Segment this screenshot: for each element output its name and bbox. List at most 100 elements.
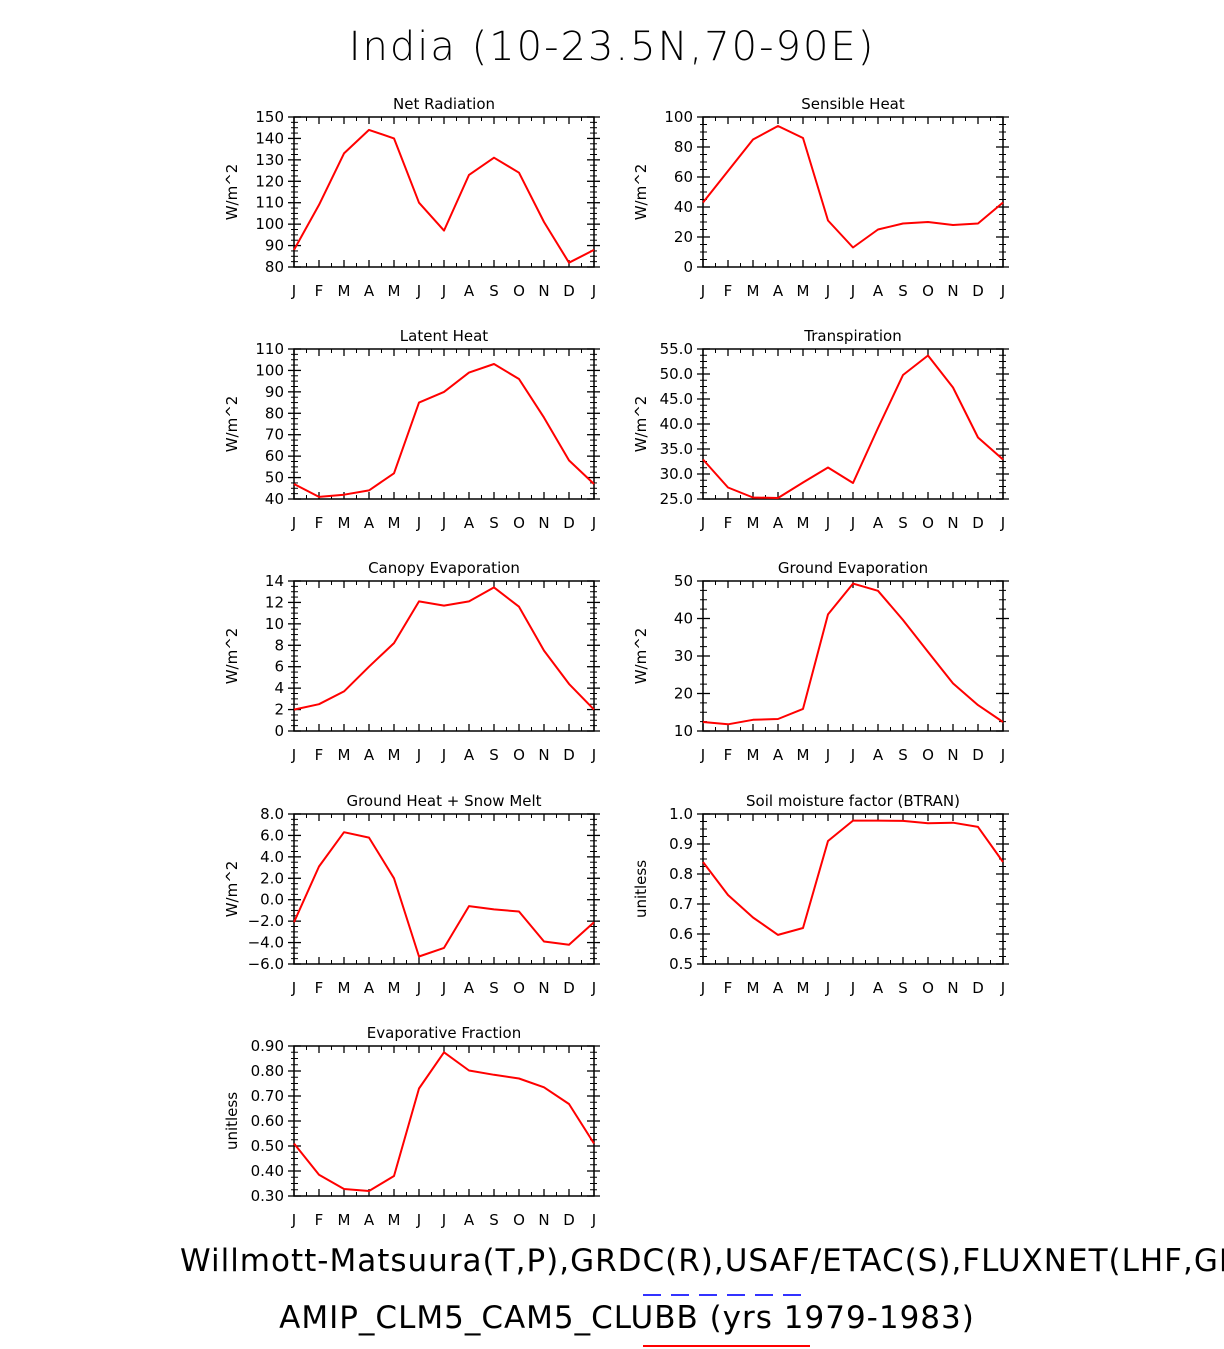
- x-tick-label: J: [291, 746, 296, 764]
- x-tick-label: M: [388, 282, 401, 300]
- y-axis-label: unitless: [632, 860, 650, 918]
- plot-title: Canopy Evaporation: [368, 559, 520, 577]
- x-tick-label: J: [591, 1211, 596, 1229]
- x-tick-label: J: [441, 1211, 446, 1229]
- x-tick-label: J: [591, 514, 596, 532]
- x-tick-label: J: [825, 514, 830, 532]
- y-tick-label: 90: [265, 237, 284, 255]
- y-tick-label: 12: [265, 593, 284, 611]
- y-tick-label: 4.0: [260, 848, 284, 866]
- x-tick-label: O: [922, 282, 934, 300]
- y-tick-label: 45.0: [660, 390, 693, 408]
- x-tick-label: O: [513, 1211, 525, 1229]
- series-line: [293, 831, 595, 958]
- x-tick-label: M: [338, 746, 351, 764]
- x-tick-label: J: [850, 746, 855, 764]
- x-tick-label: J: [850, 282, 855, 300]
- footer-sources: Willmott-Matsuura(T,P),GRDC(R),USAF/ETAC…: [180, 1243, 1224, 1279]
- y-tick-label: 55.0: [660, 340, 693, 358]
- x-tick-label: S: [489, 282, 499, 300]
- y-tick-label: 130: [255, 151, 284, 169]
- x-tick-label: S: [489, 1211, 499, 1229]
- y-tick-label: 40: [674, 610, 693, 628]
- plot-title: Ground Evaporation: [778, 559, 928, 577]
- x-tick-label: J: [416, 514, 421, 532]
- x-tick-label: A: [873, 979, 884, 997]
- y-axis-label: W/m^2: [223, 628, 241, 685]
- y-tick-label: 150: [255, 108, 284, 126]
- x-tick-label: J: [291, 514, 296, 532]
- y-tick-label: 60: [265, 447, 284, 465]
- x-tick-label: M: [747, 514, 760, 532]
- y-tick-label: 14: [265, 572, 284, 590]
- footer-case: AMIP_CLM5_CAM5_CLUBB (yrs 1979-1983): [279, 1300, 975, 1336]
- x-tick-label: A: [464, 979, 475, 997]
- series-line: [702, 582, 1004, 726]
- y-tick-label: 0.6: [669, 925, 693, 943]
- x-tick-label: A: [464, 514, 475, 532]
- y-tick-label: 80: [674, 138, 693, 156]
- y-tick-label: 50: [265, 469, 284, 487]
- y-tick-label: 0: [683, 258, 693, 276]
- x-tick-label: D: [563, 514, 575, 532]
- plot-frame: [702, 813, 1004, 965]
- x-tick-label: A: [364, 514, 375, 532]
- plot-title: Latent Heat: [400, 327, 489, 345]
- y-tick-label: 20: [674, 685, 693, 703]
- x-tick-label: O: [513, 979, 525, 997]
- y-tick-label: 0.7: [669, 895, 693, 913]
- plot-title: Ground Heat + Snow Melt: [346, 792, 541, 810]
- y-tick-label: 40.0: [660, 415, 693, 433]
- x-tick-label: J: [416, 282, 421, 300]
- x-tick-label: J: [850, 514, 855, 532]
- plot-frame: [702, 580, 1004, 732]
- x-tick-label: A: [873, 514, 884, 532]
- y-tick-label: 0.40: [251, 1162, 284, 1180]
- y-tick-label: 4: [274, 679, 284, 697]
- y-tick-label: 0.80: [251, 1062, 284, 1080]
- x-tick-label: M: [338, 282, 351, 300]
- x-tick-label: N: [947, 979, 958, 997]
- series-line: [702, 125, 1004, 249]
- y-tick-label: 0.60: [251, 1112, 284, 1130]
- x-tick-label: A: [773, 746, 784, 764]
- x-tick-label: S: [489, 514, 499, 532]
- x-tick-label: J: [591, 282, 596, 300]
- y-tick-label: 0.0: [260, 891, 284, 909]
- y-tick-label: 0.8: [669, 865, 693, 883]
- y-tick-label: 80: [265, 404, 284, 422]
- x-tick-label: N: [947, 514, 958, 532]
- x-tick-label: N: [538, 514, 549, 532]
- x-tick-label: A: [873, 746, 884, 764]
- x-tick-label: D: [972, 282, 984, 300]
- x-tick-label: J: [700, 282, 705, 300]
- plot-title: Net Radiation: [393, 95, 495, 113]
- x-tick-label: A: [773, 979, 784, 997]
- x-tick-label: F: [315, 1211, 324, 1229]
- x-tick-label: J: [416, 1211, 421, 1229]
- x-tick-label: J: [291, 282, 296, 300]
- x-tick-label: J: [825, 282, 830, 300]
- x-tick-label: M: [747, 979, 760, 997]
- y-tick-label: 6.0: [260, 826, 284, 844]
- y-tick-label: 6: [274, 658, 284, 676]
- plot-frame: [702, 116, 1004, 268]
- series-line: [293, 363, 595, 498]
- x-tick-label: D: [972, 746, 984, 764]
- x-tick-label: D: [563, 979, 575, 997]
- x-tick-label: M: [747, 282, 760, 300]
- y-tick-label: 20: [674, 228, 693, 246]
- x-tick-label: A: [464, 1211, 475, 1229]
- y-axis-label: W/m^2: [223, 396, 241, 453]
- series-line: [293, 586, 595, 711]
- x-tick-label: J: [416, 746, 421, 764]
- x-tick-label: N: [538, 746, 549, 764]
- x-tick-label: F: [724, 979, 733, 997]
- x-tick-label: A: [464, 282, 475, 300]
- x-tick-label: M: [338, 514, 351, 532]
- x-tick-label: J: [591, 979, 596, 997]
